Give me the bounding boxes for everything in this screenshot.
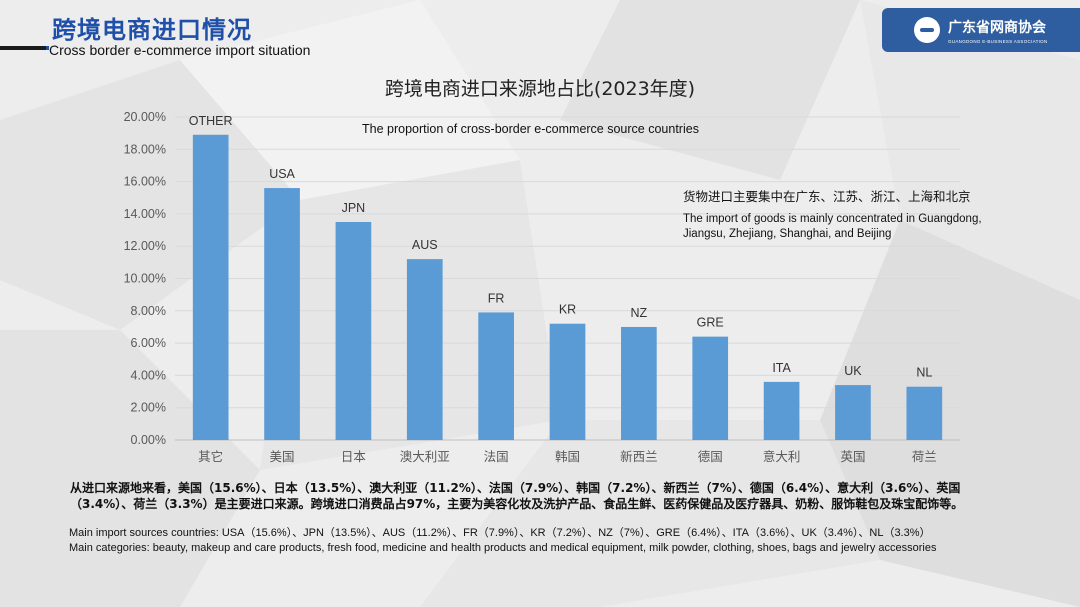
y-tick-label: 20.00% — [124, 110, 166, 124]
bar — [335, 221, 372, 440]
summary-en-sources: Main import sources countries: USA（15.6%… — [69, 527, 931, 539]
y-tick-label: 10.00% — [124, 272, 166, 286]
association-logo-icon — [914, 17, 940, 43]
y-tick-label: 2.00% — [131, 401, 166, 415]
y-tick-label: 8.00% — [131, 304, 166, 318]
bar-label: ITA — [772, 361, 791, 375]
bar — [406, 259, 443, 440]
logo-name-en: GUANGDONG E-BUSINESS ASSOCIATION — [948, 38, 1048, 44]
x-tick-label: 德国 — [698, 449, 723, 464]
bar-label: JPN — [342, 201, 366, 215]
page-title: 跨境电商进口情况 — [52, 16, 252, 44]
bar-label: NZ — [631, 306, 648, 320]
bar-label: USA — [269, 167, 295, 181]
x-tick-label: 日本 — [341, 449, 367, 464]
bar — [763, 381, 800, 440]
x-tick-label: 新西兰 — [620, 449, 658, 464]
page-subtitle: Cross border e-commerce import situation — [49, 42, 311, 58]
bar-label: AUS — [412, 238, 438, 252]
logo-name-cn: 广东省网商协会 — [948, 19, 1046, 36]
x-tick-label: 意大利 — [763, 449, 801, 464]
chart-title: 跨境电商进口来源地占比(2023年度) — [384, 78, 696, 100]
summary-en: Main import sources countries: USA（15.6%… — [69, 526, 1059, 555]
x-tick-label: 法国 — [484, 449, 509, 464]
bar-label: NL — [916, 366, 932, 380]
y-tick-label: 16.00% — [124, 175, 166, 189]
bar — [906, 386, 943, 440]
header-accent-mark — [46, 46, 49, 50]
bar — [835, 385, 871, 440]
summary-en-categories: Main categories: beauty, makeup and care… — [69, 541, 937, 554]
bar — [264, 188, 300, 440]
association-logo: 广东省网商协会 GUANGDONG E-BUSINESS ASSOCIATION — [882, 8, 1080, 52]
y-tick-label: 0.00% — [131, 433, 166, 447]
bar-chart: 0.00% 2.00% 4.00% 6.00% 8.00% 10.00% 12.00% 14.… — [124, 110, 960, 464]
bar — [549, 323, 586, 440]
y-tick-label: 4.00% — [131, 368, 166, 382]
bar — [478, 312, 514, 440]
y-tick-label: 18.00% — [124, 142, 166, 156]
chart-subtitle: The proportion of cross-border e-commerc… — [362, 122, 699, 136]
bar — [692, 336, 729, 440]
bar-label: GRE — [697, 316, 724, 330]
bar-label: UK — [844, 364, 862, 378]
bar-label: KR — [559, 303, 576, 317]
bar — [192, 134, 229, 440]
y-tick-label: 6.00% — [131, 336, 166, 350]
y-tick-label: 14.00% — [124, 207, 166, 221]
note-en-line2: Jiangsu, Zhejiang, Shanghai, and Beijing — [683, 228, 892, 240]
x-tick-label: 荷兰 — [912, 449, 937, 464]
y-tick-label: 12.00% — [124, 239, 166, 253]
x-tick-label: 韩国 — [555, 449, 580, 464]
association-logo-text: 广东省网商协会 GUANGDONG E-BUSINESS ASSOCIATION — [948, 17, 1048, 44]
bar-label: OTHER — [189, 114, 233, 128]
x-tick-label: 英国 — [840, 449, 865, 464]
bar-label: FR — [488, 291, 505, 305]
x-tick-label: 美国 — [270, 449, 295, 464]
summary-cn: 从进口来源地来看，美国（15.6%）、日本（13.5%）、澳大利亚（11.2%）… — [70, 481, 964, 511]
x-tick-label: 其它 — [198, 449, 223, 464]
note-cn: 货物进口主要集中在广东、江苏、浙江、上海和北京 — [683, 189, 971, 204]
bar — [621, 326, 657, 440]
header-accent-bar — [0, 46, 46, 50]
note-en-line1: The import of goods is mainly concentrat… — [683, 213, 982, 225]
x-tick-label: 澳大利亚 — [400, 449, 450, 464]
